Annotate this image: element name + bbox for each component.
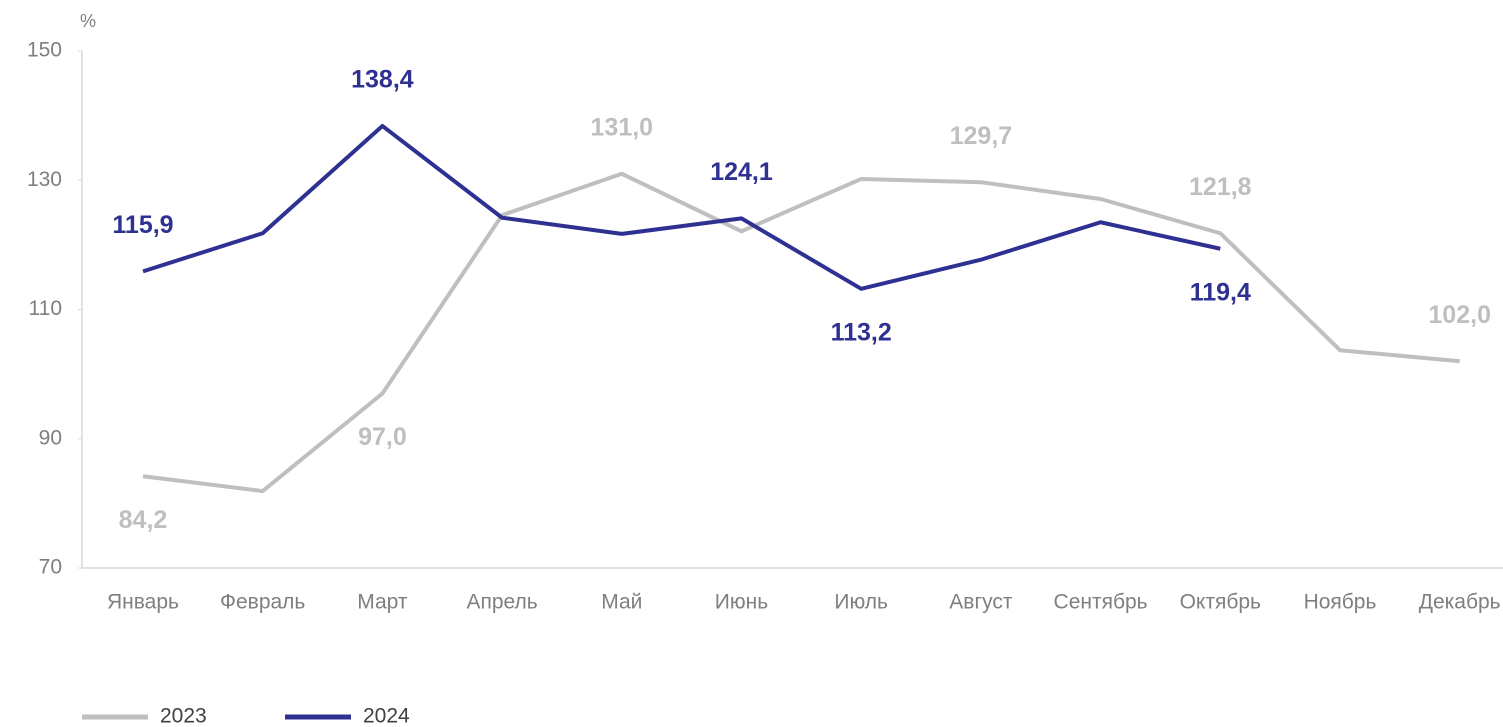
x-tick-label: Апрель (466, 591, 537, 614)
value-label: 131,0 (591, 113, 654, 141)
y-tick-label: 130 (27, 168, 62, 191)
x-tick-label: Май (601, 591, 642, 614)
x-tick-label: Июль (834, 591, 888, 614)
x-tick-label: Март (357, 591, 408, 614)
value-label: 97,0 (358, 423, 407, 451)
y-tick-label: 90 (39, 426, 62, 449)
value-label: 115,9 (112, 211, 173, 239)
y-axis-label: % (80, 11, 96, 31)
x-tick-label: Октябрь (1180, 591, 1261, 614)
value-label: 121,8 (1189, 173, 1252, 201)
x-tick-label: Январь (107, 591, 179, 614)
value-label: 138,4 (351, 66, 414, 94)
x-tick-label: Декабрь (1419, 591, 1501, 614)
value-label: 119,4 (1190, 278, 1251, 306)
y-tick-label: 150 (27, 39, 62, 62)
value-label: 102,0 (1428, 301, 1491, 329)
legend-label: 2023 (160, 705, 207, 727)
x-tick-label: Ноябрь (1304, 591, 1377, 614)
y-tick-label: 110 (29, 297, 62, 320)
value-label: 129,7 (950, 122, 1013, 150)
value-label: 84,2 (119, 506, 168, 534)
x-tick-label: Июнь (715, 591, 768, 614)
y-tick-label: 70 (39, 556, 62, 579)
value-label: 113,2 (831, 318, 892, 346)
x-tick-label: Сентябрь (1054, 591, 1148, 614)
x-tick-label: Август (949, 591, 1013, 614)
value-label: 124,1 (710, 158, 773, 186)
series-line (142, 171, 1460, 494)
legend-label: 2024 (363, 705, 410, 727)
x-tick-label: Февраль (220, 591, 305, 614)
series-line (142, 123, 1221, 291)
